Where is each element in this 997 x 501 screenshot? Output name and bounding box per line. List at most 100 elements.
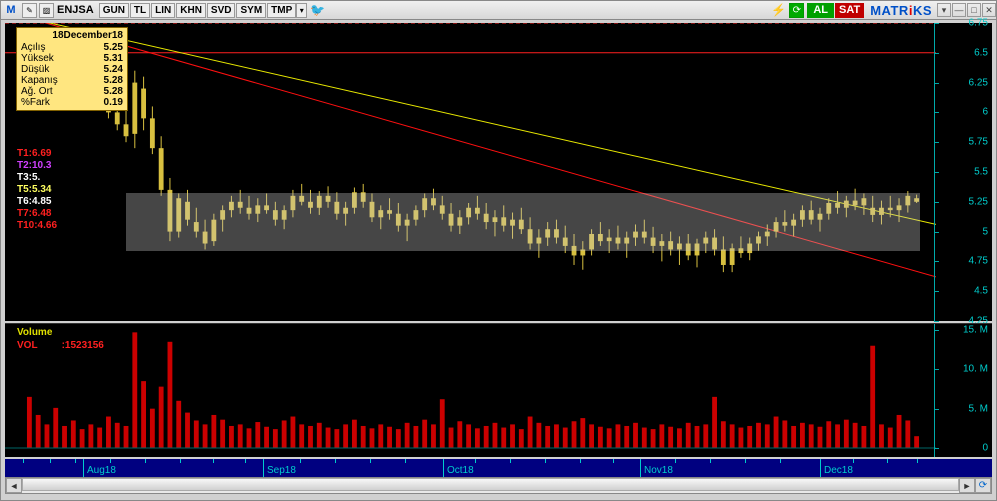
tool-icon-1[interactable]: ✎ [22,3,37,18]
close-icon[interactable]: ✕ [982,3,996,17]
toolbar-btn-svd[interactable]: SVD [207,3,236,18]
symbol-label: ENJSA [57,4,94,16]
app-window: M ✎ ▨ ENJSA GUNTLLINKHNSVDSYMTMP ▾ 🐦 ⚡ ⟳… [0,0,997,501]
time-minor-tick [213,459,214,463]
time-label: Sep18 [263,459,296,477]
scroll-right-icon[interactable]: ► [959,478,975,493]
toolbar-btn-tl[interactable]: TL [130,3,150,18]
toolbar-btn-gun[interactable]: GUN [99,3,129,18]
price-chart[interactable]: 18December18 Açılış5.25Yüksek5.31Düşük5.… [5,23,992,321]
time-label: Aug18 [83,459,116,477]
volume-tick: 5. M [969,403,988,414]
time-minor-tick [710,459,711,463]
ohlc-row: Açılış5.25 [21,42,123,53]
ohlc-date: 18December18 [21,30,123,42]
price-plot: 18December18 Açılış5.25Yüksek5.31Düşük5.… [5,23,934,321]
toolbar-btn-sym[interactable]: SYM [236,3,266,18]
volume-tick: 10. M [963,364,988,375]
buy-button[interactable]: AL [807,3,834,18]
toolbar-btn-tmp[interactable]: TMP [267,3,296,18]
time-minor-tick [180,459,181,463]
price-zone-rect [126,193,920,250]
maximize-icon[interactable]: □ [967,3,981,17]
time-minor-tick [780,459,781,463]
scroll-left-icon[interactable]: ◄ [6,478,22,493]
window-buttons: ▾ — □ ✕ [936,3,996,17]
bolt-icon[interactable]: ⚡ [771,3,786,17]
bottom-strip: Aug18 Sep18 Oct18 Nov18 Dec18 ◄ ► ⟳ [5,459,992,496]
time-minor-tick [917,459,918,463]
time-minor-tick [245,459,246,463]
price-tick: 6.5 [974,47,988,58]
price-tick: 6 [982,107,988,118]
ohlc-row: Ağ. Ort5.28 [21,86,123,97]
volume-value-label: VOL:1523156 [17,340,104,351]
tool-icons: ✎ ▨ [21,3,55,18]
price-svg [5,23,936,321]
time-axis: Aug18 Sep18 Oct18 Nov18 Dec18 [5,459,992,477]
time-minor-tick [23,459,24,463]
time-minor-tick [887,459,888,463]
time-minor-tick [675,459,676,463]
trend-label: T7:6.48 [17,208,51,219]
trend-label: T6:4.85 [17,196,51,207]
trend-label: T2:10.3 [17,160,51,171]
minimize-icon[interactable]: — [952,3,966,17]
toolbar-btn-lin[interactable]: LIN [151,3,175,18]
price-tick: 5.75 [969,137,988,148]
time-minor-tick [545,459,546,463]
time-minor-tick [580,459,581,463]
time-minor-tick [75,459,76,463]
dropdown-icon[interactable]: ▾ [296,3,307,18]
price-tick: 5 [982,226,988,237]
tool-icon-2[interactable]: ▨ [39,3,54,18]
trend-label: T1:6.69 [17,148,51,159]
time-minor-tick [613,459,614,463]
volume-plot: Volume VOL:1523156 [5,324,934,457]
time-minor-tick [475,459,476,463]
scroll-thumb[interactable] [22,478,959,491]
ohlc-box: 18December18 Açılış5.25Yüksek5.31Düşük5.… [16,27,128,111]
h-scrollbar[interactable]: ◄ ► ⟳ [5,477,992,494]
toolbar-btn-khn[interactable]: KHN [176,3,206,18]
time-minor-tick [405,459,406,463]
time-label: Dec18 [820,459,853,477]
scroll-extra-icon[interactable]: ⟳ [975,478,991,493]
ohlc-row: Kapanış5.28 [21,75,123,86]
sell-button[interactable]: SAT [835,3,864,18]
volume-svg [5,324,936,458]
price-tick: 5.25 [969,196,988,207]
time-minor-tick [745,459,746,463]
ohlc-row: %Fark0.19 [21,97,123,108]
twitter-icon[interactable]: 🐦 [310,3,325,17]
price-tick: 6.25 [969,77,988,88]
time-minor-tick [50,459,51,463]
time-label: Nov18 [640,459,673,477]
trend-label: T10:4.66 [17,220,57,231]
time-label: Oct18 [443,459,474,477]
scroll-track[interactable] [22,478,959,493]
price-tick: 4.5 [974,286,988,297]
price-tick: 6.75 [969,18,988,29]
refresh-icon[interactable]: ⟳ [789,3,804,18]
time-minor-tick [370,459,371,463]
ohlc-row: Yüksek5.31 [21,53,123,64]
toolbar: M ✎ ▨ ENJSA GUNTLLINKHNSVDSYMTMP ▾ 🐦 ⚡ ⟳… [1,1,996,20]
price-tick: 5.5 [974,167,988,178]
ohlc-row: Düşük5.24 [21,64,123,75]
time-minor-tick [145,459,146,463]
time-minor-tick [300,459,301,463]
volume-y-axis: 15. M10. M5. M0 [934,324,992,457]
volume-chart[interactable]: Volume VOL:1523156 15. M10. M5. M0 [5,323,992,457]
time-minor-tick [510,459,511,463]
window-opts-icon[interactable]: ▾ [937,3,951,17]
price-y-axis: 6.756.56.2565.755.55.2554.754.54.25 [934,23,992,321]
brand-label: MATRiKS [870,3,932,18]
toolbar-buttons: GUNTLLINKHNSVDSYMTMP [98,3,297,18]
trend-label: T3:5. [17,172,40,183]
price-tick: 4.75 [969,256,988,267]
time-minor-tick [335,459,336,463]
volume-tick: 0 [982,443,988,454]
volume-label: Volume [17,327,52,338]
app-logo-icon: M [3,2,19,18]
